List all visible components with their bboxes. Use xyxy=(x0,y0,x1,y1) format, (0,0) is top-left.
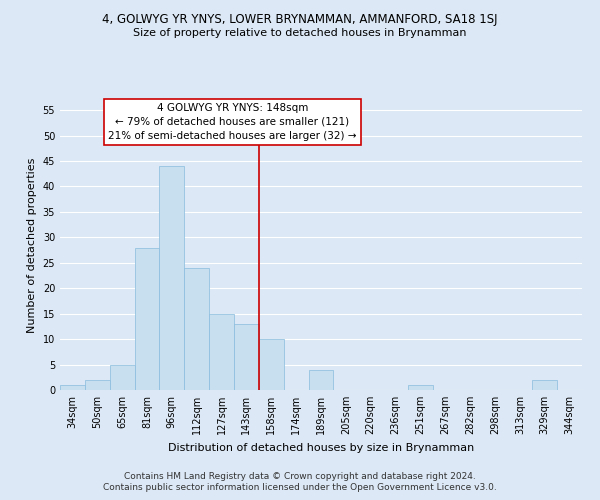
Bar xyxy=(85,380,110,390)
Bar xyxy=(184,268,209,390)
X-axis label: Distribution of detached houses by size in Brynamman: Distribution of detached houses by size … xyxy=(168,442,474,452)
Bar xyxy=(160,166,184,390)
Bar xyxy=(209,314,234,390)
Y-axis label: Number of detached properties: Number of detached properties xyxy=(27,158,37,332)
Bar xyxy=(259,339,284,390)
Text: Contains public sector information licensed under the Open Government Licence v3: Contains public sector information licen… xyxy=(103,484,497,492)
Bar xyxy=(308,370,334,390)
Bar xyxy=(110,364,134,390)
Bar xyxy=(408,385,433,390)
Bar xyxy=(134,248,160,390)
Text: Contains HM Land Registry data © Crown copyright and database right 2024.: Contains HM Land Registry data © Crown c… xyxy=(124,472,476,481)
Bar xyxy=(532,380,557,390)
Bar xyxy=(234,324,259,390)
Text: Size of property relative to detached houses in Brynamman: Size of property relative to detached ho… xyxy=(133,28,467,38)
Text: 4 GOLWYG YR YNYS: 148sqm
← 79% of detached houses are smaller (121)
21% of semi-: 4 GOLWYG YR YNYS: 148sqm ← 79% of detach… xyxy=(108,103,356,141)
Text: 4, GOLWYG YR YNYS, LOWER BRYNAMMAN, AMMANFORD, SA18 1SJ: 4, GOLWYG YR YNYS, LOWER BRYNAMMAN, AMMA… xyxy=(102,12,498,26)
Bar xyxy=(60,385,85,390)
